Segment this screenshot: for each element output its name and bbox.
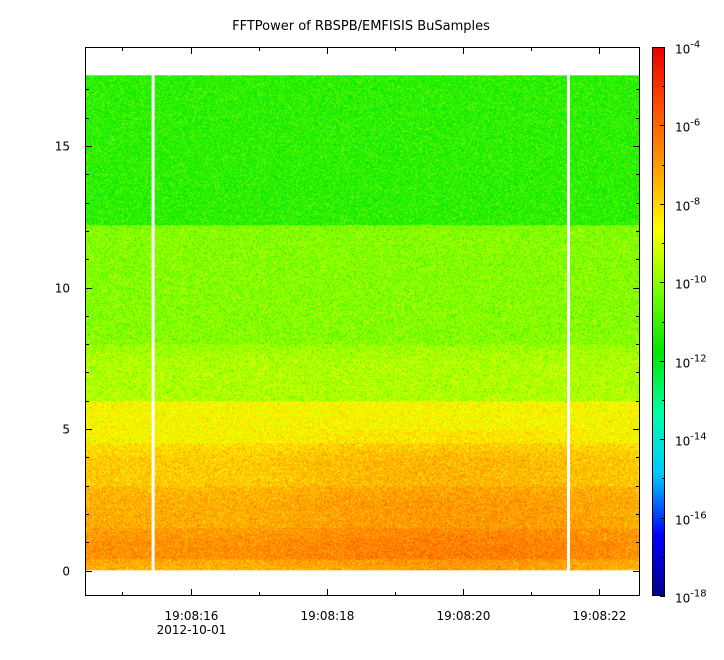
y-tick-label-1: 0 bbox=[62, 565, 70, 579]
colorbar-tick-label-3: 10-8 bbox=[675, 197, 700, 214]
y-tick-label-4: 15 bbox=[55, 140, 70, 154]
chart-title: FFTPower of RBSPB/EMFISIS BuSamples bbox=[232, 19, 490, 34]
colorbar-tick-label-7: 10-16 bbox=[675, 511, 707, 528]
colorbar-tick-label-4: 10-10 bbox=[675, 275, 707, 292]
y-axis: 0 5 10 15 bbox=[55, 89, 640, 579]
colorbar: 10-4 10-6 10-8 10-10 10-12 10-14 10-16 10-18 bbox=[652, 40, 707, 606]
data-gap-1 bbox=[151, 75, 155, 571]
data-gap-2 bbox=[566, 75, 570, 571]
x-tick-label-2: 19:08:18 bbox=[301, 609, 355, 623]
plot-frame bbox=[85, 47, 640, 596]
y-tick-label-3: 10 bbox=[55, 282, 70, 296]
colorbar-tick-label-1: 10-4 bbox=[675, 40, 700, 57]
colorbar-gradient bbox=[652, 47, 665, 596]
x-tick-label-4: 19:08:22 bbox=[573, 609, 627, 623]
plot-area bbox=[85, 47, 640, 596]
colorbar-tick-label-2: 10-6 bbox=[675, 118, 700, 135]
colorbar-tick-label-6: 10-14 bbox=[675, 432, 707, 449]
y-tick-label-2: 5 bbox=[62, 423, 70, 437]
x-tick-label-3: 19:08:20 bbox=[437, 609, 491, 623]
colorbar-tick-label-8: 10-18 bbox=[675, 589, 707, 606]
spectrogram-image bbox=[85, 75, 640, 571]
x-tick-sublabel-1: 2012-10-01 bbox=[157, 623, 227, 637]
colorbar-tick-label-5: 10-12 bbox=[675, 354, 707, 371]
x-tick-label-1: 19:08:16 bbox=[165, 609, 219, 623]
colorbar-frame bbox=[652, 47, 665, 596]
